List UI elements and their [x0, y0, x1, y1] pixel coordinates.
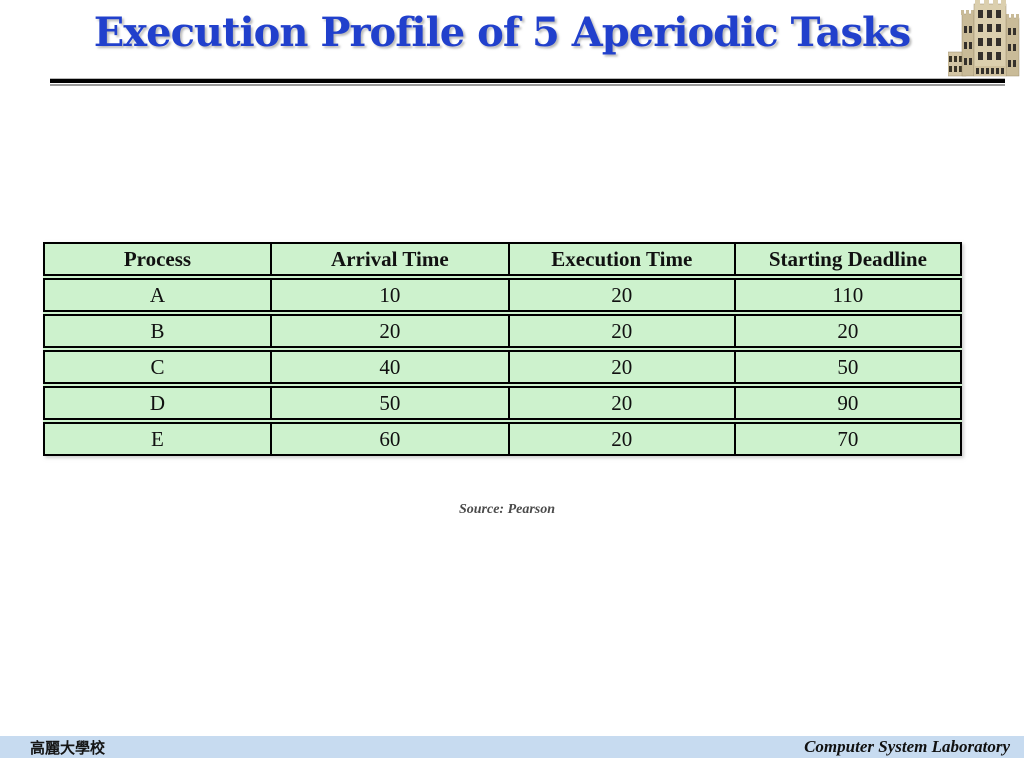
cell-process: B	[45, 316, 272, 346]
source-note: Source: Pearson	[458, 502, 556, 517]
header-cell-execution-time: Execution Time	[510, 244, 736, 274]
university-building-photo-icon	[948, 0, 1024, 82]
cell-process: A	[45, 280, 272, 310]
slide-title: Execution Profile of 5 Aperiodic Tasks	[93, 9, 911, 56]
cell-process: E	[45, 424, 272, 454]
table-row: C 40 20 50	[43, 350, 962, 384]
cell-arrival-time: 40	[272, 352, 510, 382]
table-row: B 20 20 20	[43, 314, 962, 348]
cell-execution-time: 20	[510, 424, 736, 454]
footer-bar: 高麗大學校 Computer System Laboratory	[0, 736, 1024, 758]
title-underline-rule	[50, 78, 1005, 86]
cell-starting-deadline: 20	[837, 318, 859, 343]
cell-arrival-time: 20	[272, 316, 510, 346]
cell-execution-time: 20	[510, 280, 736, 310]
cell-process: C	[45, 352, 272, 382]
cell-arrival-time: 50	[272, 388, 510, 418]
cell-execution-time: 20	[510, 388, 736, 418]
table-row: E 60 20 70	[43, 422, 962, 456]
cell-execution-time: 20	[510, 316, 736, 346]
cell-starting-deadline: 90	[837, 390, 859, 415]
table-row: A 10 20 110	[43, 278, 962, 312]
header-cell-process: Process	[45, 244, 272, 274]
cell-starting-deadline: 110	[832, 282, 864, 307]
header-cell-starting-deadline: Starting Deadline	[768, 246, 927, 271]
table-row: D 50 20 90	[43, 386, 962, 420]
cell-execution-time: 20	[510, 352, 736, 382]
footer-university-name: 高麗大學校	[30, 738, 106, 757]
cell-arrival-time: 10	[272, 280, 510, 310]
cell-process: D	[45, 388, 272, 418]
cell-arrival-time: 60	[272, 424, 510, 454]
aperiodic-tasks-table: Process Arrival Time Execution Time Star…	[43, 242, 962, 456]
cell-starting-deadline: 70	[837, 426, 859, 451]
cell-starting-deadline: 50	[837, 354, 859, 379]
header-cell-arrival-time: Arrival Time	[272, 244, 510, 274]
table-header-row: Process Arrival Time Execution Time Star…	[43, 242, 962, 276]
footer-lab-name: Computer System Laboratory	[804, 737, 1010, 756]
